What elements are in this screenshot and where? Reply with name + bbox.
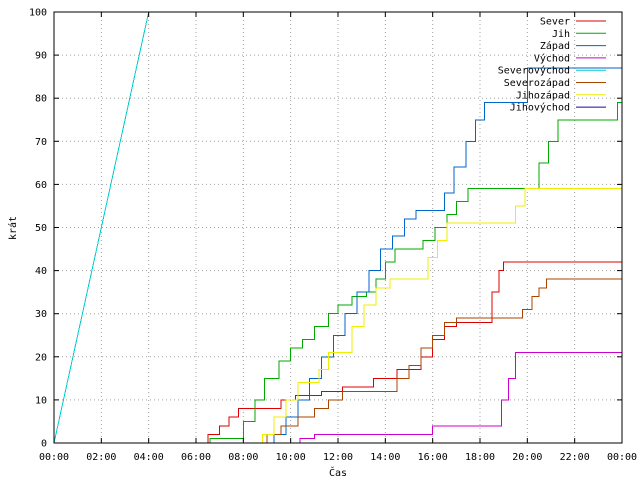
series-line (54, 67, 622, 444)
x-tick-label: 06:00 (181, 452, 211, 463)
legend-label: Východ (534, 52, 570, 64)
y-tick-label: 60 (35, 180, 47, 191)
y-tick-label: 10 (35, 395, 47, 406)
legend-label: Jihovýchod (510, 102, 570, 114)
y-tick-label: 100 (29, 8, 47, 19)
y-tick-label: 20 (35, 352, 47, 363)
y-axis-label: krát (7, 216, 19, 240)
legend-label: Západ (540, 40, 570, 52)
y-tick-label: 0 (41, 439, 47, 450)
legend-label: Severozápad (504, 77, 570, 89)
x-tick-label: 04:00 (134, 452, 164, 463)
x-axis-label: Čas (329, 466, 347, 479)
x-tick-label: 22:00 (560, 452, 590, 463)
x-tick-label: 12:00 (323, 452, 353, 463)
y-tick-label: 50 (35, 223, 47, 234)
series-line (54, 188, 622, 444)
series-line (54, 261, 622, 444)
series-line (54, 352, 622, 444)
tick-layer: 0 10 20 30 40 50 60 70 80 90 100 00:00 02:00 04:00 06:… (29, 8, 637, 464)
series-line (53, 11, 150, 444)
y-tick-label: 30 (35, 309, 47, 320)
y-tick-label: 40 (35, 266, 47, 277)
legend-label: Jihozápad (516, 89, 570, 101)
x-tick-label: 14:00 (370, 452, 400, 463)
series-line (54, 278, 622, 444)
x-tick-label: 10:00 (276, 452, 306, 463)
x-tick-label: 18:00 (465, 452, 495, 463)
legend-label: Jih (552, 29, 570, 40)
x-tick-label: 20:00 (512, 452, 542, 463)
legend-label: Sever (540, 17, 570, 28)
legend: SeverJihZápadVýchodSeverovýchodSeverozáp… (498, 17, 606, 114)
y-tick-label: 70 (35, 137, 47, 148)
legend-label: Severovýchod (498, 65, 570, 77)
x-tick-label: 02:00 (86, 452, 116, 463)
x-tick-label: 00:00 (39, 452, 69, 463)
x-tick-label: 08:00 (228, 452, 258, 463)
x-tick-label: 16:00 (418, 452, 448, 463)
y-tick-label: 80 (35, 94, 47, 105)
y-tick-label: 90 (35, 51, 47, 62)
x-tick-label: 00:00 (607, 452, 637, 463)
